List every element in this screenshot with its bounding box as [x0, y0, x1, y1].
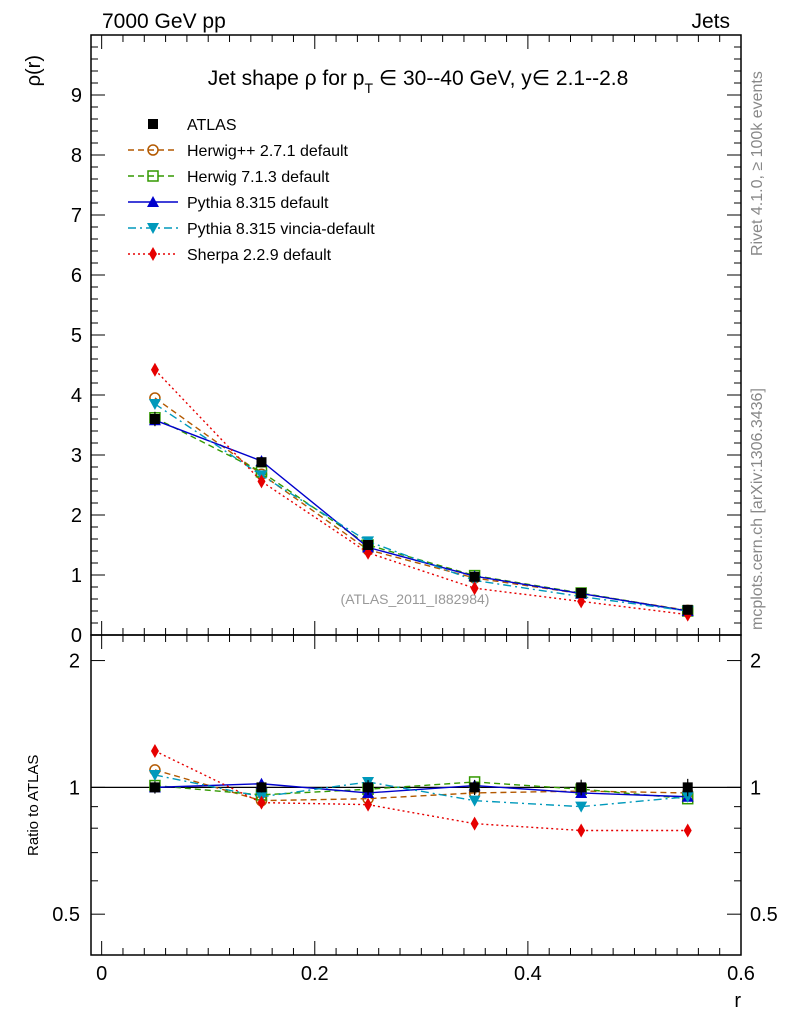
data-point	[682, 604, 693, 615]
title-prefix: Jet shape ρ for p	[208, 67, 365, 90]
axis-ticks: 0 0.2 0.4 0.6 0 1 2 3 4 5 6 7 8 9 0.5 0.5 1 1 2 2	[52, 35, 778, 985]
x-tick-label: 0.2	[301, 963, 329, 985]
y-tick-label: 2	[71, 505, 82, 527]
ratio-point	[468, 795, 481, 807]
legend-entry-4: Pythia 8.315 vincia-default	[128, 221, 375, 238]
series-2	[149, 412, 694, 805]
legend-marker	[148, 119, 158, 129]
ratio-point	[470, 816, 479, 831]
series-0	[149, 411, 693, 797]
legend-label: Pythia 8.315 default	[187, 195, 329, 212]
ratio-point	[148, 769, 161, 781]
ratio-tick-label: 1	[69, 777, 80, 799]
rivet-label: Rivet 4.1.0, ≥ 100k events	[749, 71, 766, 256]
data-point	[470, 581, 479, 596]
ratio-point	[256, 782, 267, 793]
legend-label: Herwig 7.1.3 default	[187, 169, 330, 186]
legend-entry-3: Pythia 8.315 default	[128, 195, 329, 212]
series-3	[148, 414, 694, 802]
data-point	[576, 588, 587, 598]
series-line-main	[154, 369, 688, 616]
series-line-main	[154, 419, 688, 612]
y-tick-label: 8	[71, 145, 82, 167]
ratio-point	[364, 797, 373, 812]
ratio-tick-label-right: 2	[750, 651, 761, 673]
y-tick-label: 4	[71, 385, 82, 407]
legend-entry-0: ATLAS	[148, 117, 237, 134]
x-axis-label: r	[734, 990, 741, 1012]
data-point	[363, 540, 374, 550]
series-line-ratio	[154, 769, 688, 802]
energy-label: 7000 GeV pp	[102, 10, 226, 33]
y-tick-label: 6	[71, 265, 82, 287]
series-line-ratio	[154, 781, 688, 800]
x-tick-label: 0.4	[514, 963, 542, 985]
legend-entry-2: Herwig 7.1.3 default	[128, 169, 330, 186]
ratio-point	[150, 743, 159, 758]
y-tick-label: 3	[71, 445, 82, 467]
legend-label: Pythia 8.315 vincia-default	[187, 221, 375, 238]
ratio-tick-label-right: 0.5	[750, 904, 778, 926]
legend-marker	[147, 223, 159, 234]
ratio-point	[257, 795, 266, 810]
y-tick-label: 7	[71, 205, 82, 227]
title-suffix: ∈ 30--40 GeV, y∈ 2.1--2.8	[373, 67, 628, 90]
ratio-tick-label: 2	[69, 651, 80, 673]
ratio-tick-label-right: 1	[750, 777, 761, 799]
data-point	[256, 457, 267, 468]
series-line-main	[154, 417, 688, 612]
ratio-point	[577, 823, 586, 838]
series-line-main	[154, 397, 688, 612]
ratio-point	[683, 823, 692, 838]
title-subscript: T	[364, 80, 373, 96]
analysis-watermark: (ATLAS_2011_I882984)	[341, 591, 490, 607]
y-tick-label: 5	[71, 325, 82, 347]
legend-marker	[149, 247, 157, 261]
ratio-plot-frame	[90, 634, 742, 956]
legend: ATLAS Herwig++ 2.7.1 default Herwig 7.1.3 …	[128, 117, 375, 264]
y-tick-label: 0	[71, 625, 82, 647]
y-tick-label: 1	[71, 565, 82, 587]
legend-entry-5: Sherpa 2.2.9 default	[128, 247, 332, 264]
legend-label: Sherpa 2.2.9 default	[187, 247, 332, 264]
ratio-point	[682, 782, 693, 793]
legend-label: ATLAS	[187, 117, 237, 134]
data-point	[149, 414, 160, 424]
series-line-ratio	[154, 774, 688, 808]
data-point	[469, 571, 480, 582]
legend-marker	[147, 170, 159, 182]
chart-title: Jet shape ρ for pT ∈ 30--40 GeV, y∈ 2.1-…	[208, 67, 629, 96]
data-point	[257, 474, 266, 489]
ratio-tick-label: 0.5	[52, 904, 80, 926]
legend-entry-1: Herwig++ 2.7.1 default	[128, 143, 349, 160]
ratio-point	[363, 782, 374, 793]
legend-label: Herwig++ 2.7.1 default	[187, 143, 349, 160]
ratio-point	[575, 801, 588, 813]
legend-marker	[147, 144, 159, 156]
ratio-y-axis-label: Ratio to ATLAS	[25, 755, 42, 856]
category-label: Jets	[691, 10, 730, 33]
mcplots-label: mcplots.cern.ch [arXiv:1306.3436]	[749, 388, 766, 630]
ratio-point	[469, 782, 480, 793]
x-tick-label: 0	[96, 963, 107, 985]
series-line-main	[154, 403, 688, 612]
x-tick-label: 0.6	[727, 963, 755, 985]
ratio-point	[576, 782, 587, 793]
series-layer	[148, 362, 694, 838]
ratio-point	[149, 782, 160, 793]
main-y-axis-label: ρ(r)	[23, 55, 45, 86]
data-point	[148, 399, 161, 410]
ratio-point	[681, 791, 694, 803]
data-point	[150, 362, 159, 377]
legend-marker	[147, 196, 159, 207]
series-line-ratio	[154, 783, 688, 798]
y-tick-label: 9	[71, 85, 82, 107]
